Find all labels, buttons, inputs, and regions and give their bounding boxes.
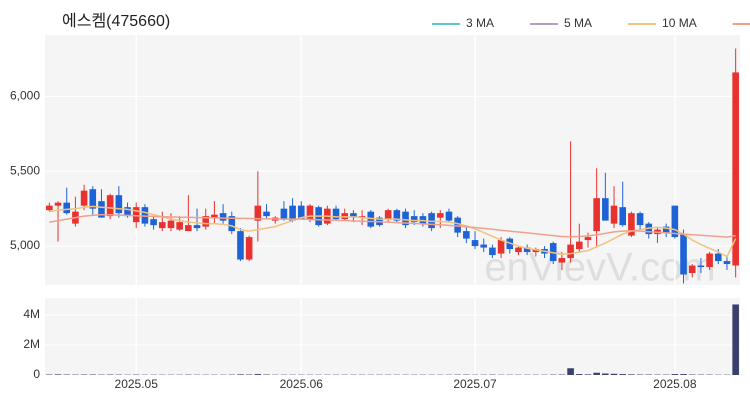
candle-body (341, 213, 349, 220)
candle-body (393, 210, 401, 221)
volume-bar (254, 374, 262, 375)
price-panel (45, 35, 740, 285)
volume-bar (602, 373, 609, 375)
candle-body (410, 216, 418, 223)
candle-body (584, 237, 592, 241)
candle-body (680, 234, 687, 275)
candle-body (706, 253, 713, 268)
candle-body (332, 208, 340, 220)
candle-body (289, 205, 296, 221)
x-tick-label: 2025.06 (280, 377, 324, 391)
volume-bar (680, 374, 687, 375)
candle-body (219, 213, 227, 221)
candle-body (723, 261, 731, 265)
y-tick-label: 5,000 (10, 238, 40, 252)
candle-body (671, 205, 679, 238)
candle-body (732, 72, 739, 266)
candle-body (575, 241, 583, 250)
y-tick-label: 5,500 (10, 163, 40, 177)
candle-body (193, 225, 201, 229)
candle-body (124, 207, 131, 217)
candle-body (636, 213, 644, 226)
volume-bar (619, 374, 627, 375)
candle-body (167, 220, 175, 229)
candle-body (558, 258, 566, 263)
volume-bar (671, 374, 679, 375)
ma-line (49, 213, 736, 238)
candle-body (306, 205, 314, 220)
candle-body (150, 219, 157, 226)
candle-body (497, 240, 505, 254)
candle-body (202, 216, 210, 227)
legend-label: 5 MA (564, 16, 592, 30)
candle-body (89, 189, 97, 209)
candle-body (610, 205, 618, 224)
volume-bar (575, 374, 583, 375)
volume-bar (237, 374, 244, 375)
candle-body (115, 195, 123, 214)
volume-bar (732, 304, 739, 375)
legend-label: 10 MA (662, 16, 697, 30)
candle-body (254, 205, 262, 221)
candle-body (445, 211, 453, 221)
candle-body (350, 213, 357, 218)
volume-bar (593, 372, 600, 375)
candle-body (567, 244, 574, 259)
volume-bar (628, 374, 635, 375)
candle-body (489, 247, 496, 256)
candle-body (619, 207, 627, 226)
legend-label: 3 MA (466, 16, 494, 30)
candle-body (402, 211, 409, 226)
volume-bar (567, 368, 574, 375)
candle-body (98, 201, 105, 218)
candle-body (228, 216, 236, 232)
candle-body (688, 265, 696, 274)
watermark: enVievV.com (484, 246, 715, 290)
volume-bar (610, 373, 618, 375)
x-tick-label: 2025.07 (453, 377, 497, 391)
candle-body (263, 211, 270, 217)
y-tick-label: 2M (23, 337, 40, 351)
candle-body (384, 210, 392, 220)
x-tick-label: 2025.05 (115, 377, 159, 391)
candle-body (436, 213, 444, 218)
candle-body (132, 207, 140, 223)
candle-body (593, 198, 600, 232)
candle-body (532, 249, 540, 253)
candle-body (158, 222, 166, 229)
volume-bar (54, 374, 62, 375)
candle-body (185, 225, 192, 232)
candle-body (602, 198, 609, 221)
candle-body (515, 247, 522, 253)
candle-body (697, 265, 705, 268)
chart-title: 에스켐(475660) (62, 12, 170, 30)
candle-body (714, 253, 722, 262)
y-tick-label: 0 (33, 367, 40, 381)
candle-body (63, 202, 71, 214)
candle-body (662, 226, 670, 233)
candle-body (523, 247, 531, 253)
candle-body (628, 213, 635, 236)
candle-body (471, 240, 479, 247)
candle-body (297, 205, 305, 220)
candle-body (280, 208, 288, 220)
candle-body (54, 202, 62, 206)
candle-body (480, 244, 488, 248)
candle-body (211, 214, 218, 218)
volume-panel (45, 298, 740, 375)
x-tick-label: 2025.08 (653, 377, 697, 391)
candle-body (106, 195, 114, 217)
candle-body (428, 213, 435, 229)
candle-body (237, 231, 244, 260)
candle-body (245, 237, 253, 260)
candle-body (176, 222, 183, 230)
y-tick-label: 4M (23, 307, 40, 321)
volume-bar (584, 374, 592, 375)
candle-body (454, 217, 461, 233)
candle-body (46, 205, 53, 211)
candle-body (80, 190, 88, 206)
y-tick-label: 6,000 (10, 89, 40, 103)
candle-body (463, 231, 470, 239)
